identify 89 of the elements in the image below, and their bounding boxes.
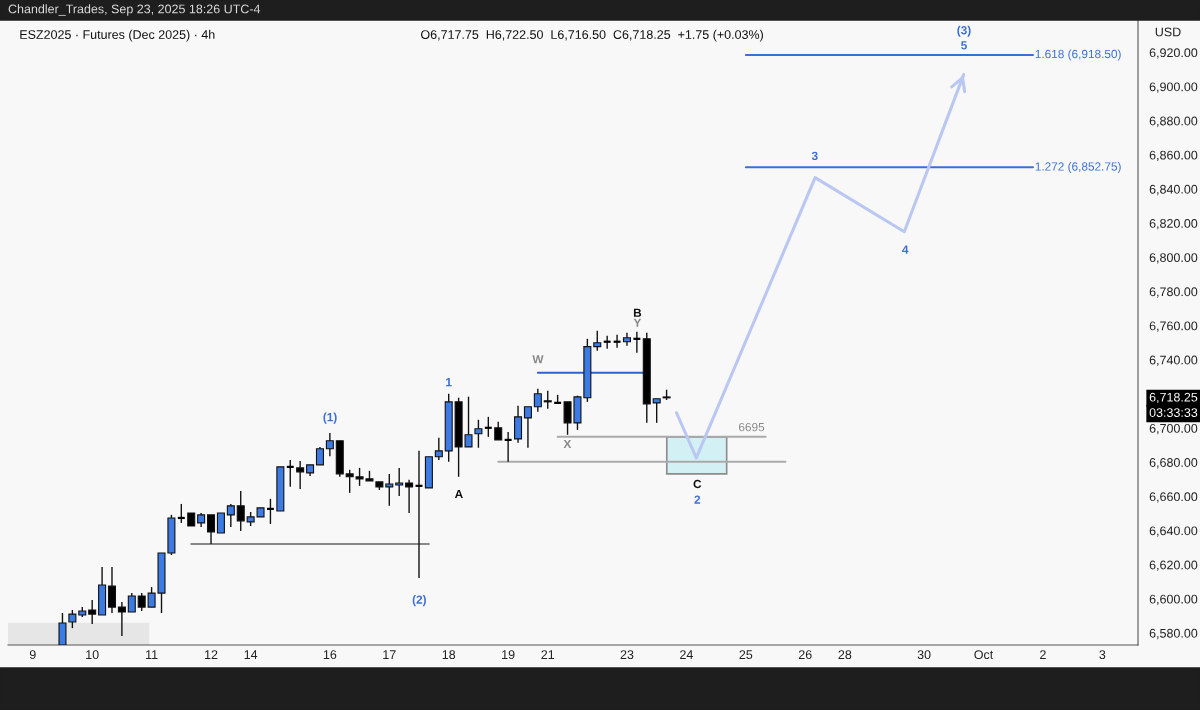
x-tick-label: 11 [146, 650, 158, 659]
candlestick [207, 514, 216, 545]
x-tick-label: 25 [739, 650, 753, 660]
y-tick-label: 6,860.00 [1149, 150, 1198, 162]
annotation: A [454, 489, 463, 499]
text: ESZ2025 · Futures (Dec 2025) · 4h [20, 29, 215, 42]
candlestick [543, 390, 552, 410]
line-series [674, 73, 966, 460]
x-tick-label: 14 [244, 650, 258, 659]
candlestick [514, 405, 523, 444]
candlestick [127, 592, 136, 613]
candlestick [226, 503, 235, 528]
annotation: Y [633, 318, 642, 327]
x-tick-label: 26 [798, 650, 812, 660]
candlestick [405, 479, 414, 514]
candlestick [176, 503, 186, 524]
annotation: (1) [323, 412, 337, 424]
candlestick [474, 419, 483, 449]
candlestick [88, 599, 97, 625]
candlestick [612, 334, 622, 349]
y-tick-label: 6,880.00 [1149, 116, 1198, 127]
candlestick [533, 388, 542, 413]
candlestick [494, 421, 503, 441]
candlestick [593, 330, 602, 352]
x-tick-label: 28 [838, 650, 852, 660]
candlestick [483, 416, 493, 438]
x-tick-label: 3 [1099, 650, 1106, 660]
y-axis-title: USD [1155, 27, 1181, 37]
x-tick-label: 17 [383, 650, 396, 659]
y-tick-label: 6,820.00 [1149, 219, 1198, 230]
annotation: 1.618 (6,918.50) [1035, 49, 1121, 61]
candlestick [117, 601, 126, 637]
candlestick [503, 431, 513, 463]
candlestick [395, 467, 404, 497]
x-tick-label: 24 [680, 650, 693, 659]
y-tick-label: 6,780.00 [1149, 287, 1198, 298]
candlestick [216, 512, 225, 534]
annotation: X [563, 439, 572, 449]
annotation: 1 [446, 378, 452, 387]
y-tick-label: 6,840.00 [1149, 184, 1198, 196]
x-tick-label: 23 [620, 650, 634, 660]
y-tick-label: 6,620.00 [1149, 560, 1198, 571]
x-tick-label: 9 [29, 650, 36, 660]
annotation: 1.272 (6,852.75) [1035, 162, 1121, 173]
y-tick-label: 6,900.00 [1149, 82, 1198, 93]
x-tick-label: 21 [541, 650, 555, 659]
y-tick-label: 6,660.00 [1149, 492, 1198, 503]
y-tick-label: 6,800.00 [1149, 253, 1198, 264]
x-tick-label: 10 [86, 650, 99, 660]
annotation: W [532, 355, 544, 364]
annotation: C [693, 479, 702, 489]
x-tick-label: 18 [442, 650, 456, 660]
annotation: 3 [811, 151, 818, 161]
candlestick [296, 460, 305, 490]
x-tick-label: 19 [502, 650, 515, 660]
annotation: 2 [694, 495, 701, 504]
candlestick [236, 490, 245, 532]
annotation: (2) [412, 595, 426, 607]
candlestick [107, 566, 117, 614]
candlestick [652, 398, 661, 424]
annotation: 4 [902, 245, 909, 254]
candlestick [265, 498, 276, 525]
candlestick [434, 437, 443, 461]
y-tick-label: 6,700.00 [1149, 423, 1198, 435]
candlestick [602, 335, 612, 350]
annotation: 6695 [739, 422, 765, 432]
x-tick-label: Oct [974, 650, 994, 660]
text: O6,717.75 H6,722.50 L6,716.50 C6,718.25 +1.75 (+0.03%) [421, 29, 763, 42]
annotation: 5 [961, 41, 967, 50]
x-tick-label: 2 [1040, 650, 1046, 659]
text: 03:33:33 [1149, 408, 1198, 417]
y-tick-label: 6,740.00 [1149, 355, 1198, 366]
text: Chandler_Trades, Sep 23, 2025 18:26 UTC-4 [8, 4, 261, 16]
annotation: B [633, 308, 642, 317]
y-tick-label: 6,680.00 [1149, 458, 1198, 469]
y-tick-label: 6,920.00 [1149, 48, 1198, 59]
x-tick-label: 16 [323, 650, 337, 660]
x-tick-label: 12 [205, 650, 218, 659]
candlestick [632, 330, 642, 354]
y-tick-label: 6,640.00 [1149, 526, 1198, 537]
y-tick-label: 6,760.00 [1149, 321, 1198, 332]
candlestick [523, 406, 532, 449]
candlestick [325, 432, 334, 457]
y-tick-label: 6,718.25 [1149, 392, 1198, 404]
annotation: (3) [957, 25, 971, 37]
y-tick-label: 6,600.00 [1149, 594, 1198, 606]
candlestick [285, 459, 295, 488]
x-tick-label: 30 [917, 650, 931, 660]
y-tick-label: 6,580.00 [1149, 628, 1198, 640]
